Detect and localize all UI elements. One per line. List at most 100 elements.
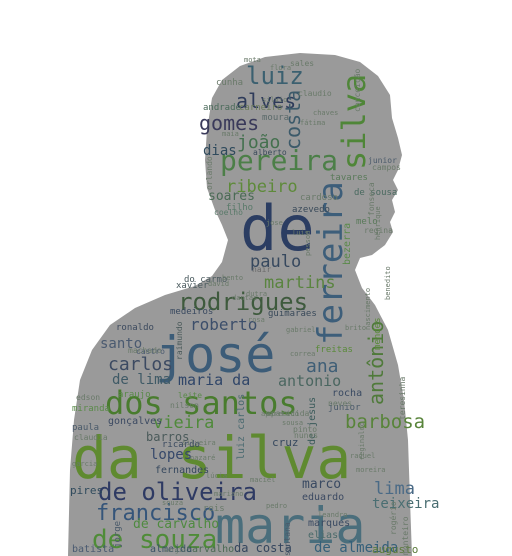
word-87: dutra: [246, 290, 267, 298]
word-69: de sousa: [354, 188, 397, 198]
word-16: joão: [237, 132, 280, 153]
word-76: carneiro: [239, 103, 282, 113]
word-125: gabriel: [286, 326, 316, 334]
word-122: bento: [222, 274, 243, 282]
word-75: andrade: [203, 103, 241, 113]
word-101: claudia: [74, 433, 108, 442]
word-86: nascimento: [364, 288, 372, 330]
word-70: melo: [356, 217, 378, 227]
word-26: de lima: [112, 372, 171, 388]
word-91: miranda: [72, 404, 110, 414]
word-83: campos: [372, 163, 401, 172]
word-73: alberto: [253, 148, 287, 157]
word-95: leite: [178, 391, 202, 400]
word-55: júnior: [328, 403, 361, 413]
word-118: pedro: [266, 502, 287, 510]
word-103: jorge: [113, 521, 123, 548]
word-72: tavares: [330, 173, 368, 183]
word-79: claudio: [298, 89, 332, 98]
word-51: luiz carlos: [236, 394, 247, 460]
word-111: henrique: [374, 206, 382, 240]
word-44: pires: [70, 484, 103, 497]
word-54: rocha: [332, 388, 362, 399]
word-137: flora: [270, 64, 291, 72]
word-9: de oliveira: [98, 478, 257, 506]
word-109: orlando: [205, 156, 214, 190]
word-62: medeiros: [170, 307, 213, 317]
word-7: silva: [335, 74, 373, 170]
word-129: maciel: [250, 476, 275, 484]
word-77: cunha: [216, 78, 243, 88]
word-117: leandro: [318, 511, 348, 519]
word-21: paulo: [250, 252, 301, 272]
word-82: junior: [368, 156, 397, 165]
word-78: sales: [290, 59, 314, 68]
word-42: almeida: [150, 544, 192, 555]
word-105: santana: [283, 522, 292, 556]
word-85: nair: [252, 265, 271, 274]
word-67: filho: [226, 203, 253, 213]
word-107: monteiro: [401, 516, 410, 555]
word-132: moreira: [356, 466, 386, 474]
word-127: silveira: [182, 439, 216, 447]
word-84: regina: [364, 226, 393, 235]
word-0: da silva: [72, 424, 351, 492]
word-99: pinto: [293, 425, 317, 434]
word-43: batista: [72, 544, 114, 555]
word-35: teixeira: [372, 496, 439, 512]
word-89: brito: [345, 324, 366, 332]
word-24: carlos: [108, 354, 173, 375]
word-49: cruz: [272, 436, 299, 449]
word-39: da costa: [234, 541, 292, 555]
word-57: freitas: [315, 345, 353, 355]
word-28: antonio: [278, 372, 341, 390]
word-25: santo: [100, 336, 142, 352]
word-71: bezerra: [342, 223, 353, 265]
word-112: aparecido: [261, 410, 299, 418]
word-36: marco: [302, 477, 341, 492]
word-81: fonseca: [367, 182, 376, 216]
word-8: rodrigues: [178, 288, 308, 316]
word-1: maria: [215, 497, 366, 555]
word-96: nilson: [170, 401, 199, 410]
word-128: mariano: [214, 490, 244, 498]
word-65: cardoso: [300, 193, 338, 203]
word-30: barbosa: [345, 411, 425, 433]
word-3: de: [240, 192, 315, 265]
word-14: gomes: [199, 111, 259, 135]
word-50: de jesus: [307, 397, 318, 445]
word-58: castro: [136, 347, 165, 356]
word-33: barros: [146, 430, 189, 444]
word-56: mendes: [373, 317, 383, 350]
word-115: raquel: [350, 452, 375, 460]
word-68: coelho: [214, 208, 243, 217]
word-135: silvio: [262, 96, 287, 104]
word-123: dantas: [232, 294, 257, 302]
word-80: conceição: [353, 68, 362, 112]
word-94: aparecida: [266, 409, 310, 418]
word-4: dos santos: [105, 384, 298, 422]
word-60: ronaldo: [116, 323, 154, 333]
word-10: de souza: [92, 525, 217, 555]
word-41: carvalho: [186, 544, 234, 555]
word-97: neves: [328, 399, 352, 408]
word-102: garcia: [72, 460, 97, 468]
word-120: pessoa: [304, 231, 312, 256]
word-126: lúcia: [206, 472, 227, 480]
word-19: soares: [208, 189, 255, 204]
word-93: araujo: [118, 390, 151, 400]
word-20: antônio: [364, 321, 388, 405]
word-18: ribeiro: [226, 177, 298, 197]
word-37: de carvalho: [133, 517, 219, 532]
word-104: reis: [203, 504, 225, 514]
word-119: sérgio: [164, 547, 186, 554]
word-131: benedito: [384, 266, 392, 300]
word-90: edson: [76, 393, 100, 402]
word-46: fernandes: [155, 465, 209, 476]
word-52: gonçalves: [108, 416, 162, 427]
word-38: de almeida: [314, 540, 398, 556]
word-114: nazaré: [190, 454, 215, 462]
word-13: alves: [236, 89, 296, 113]
